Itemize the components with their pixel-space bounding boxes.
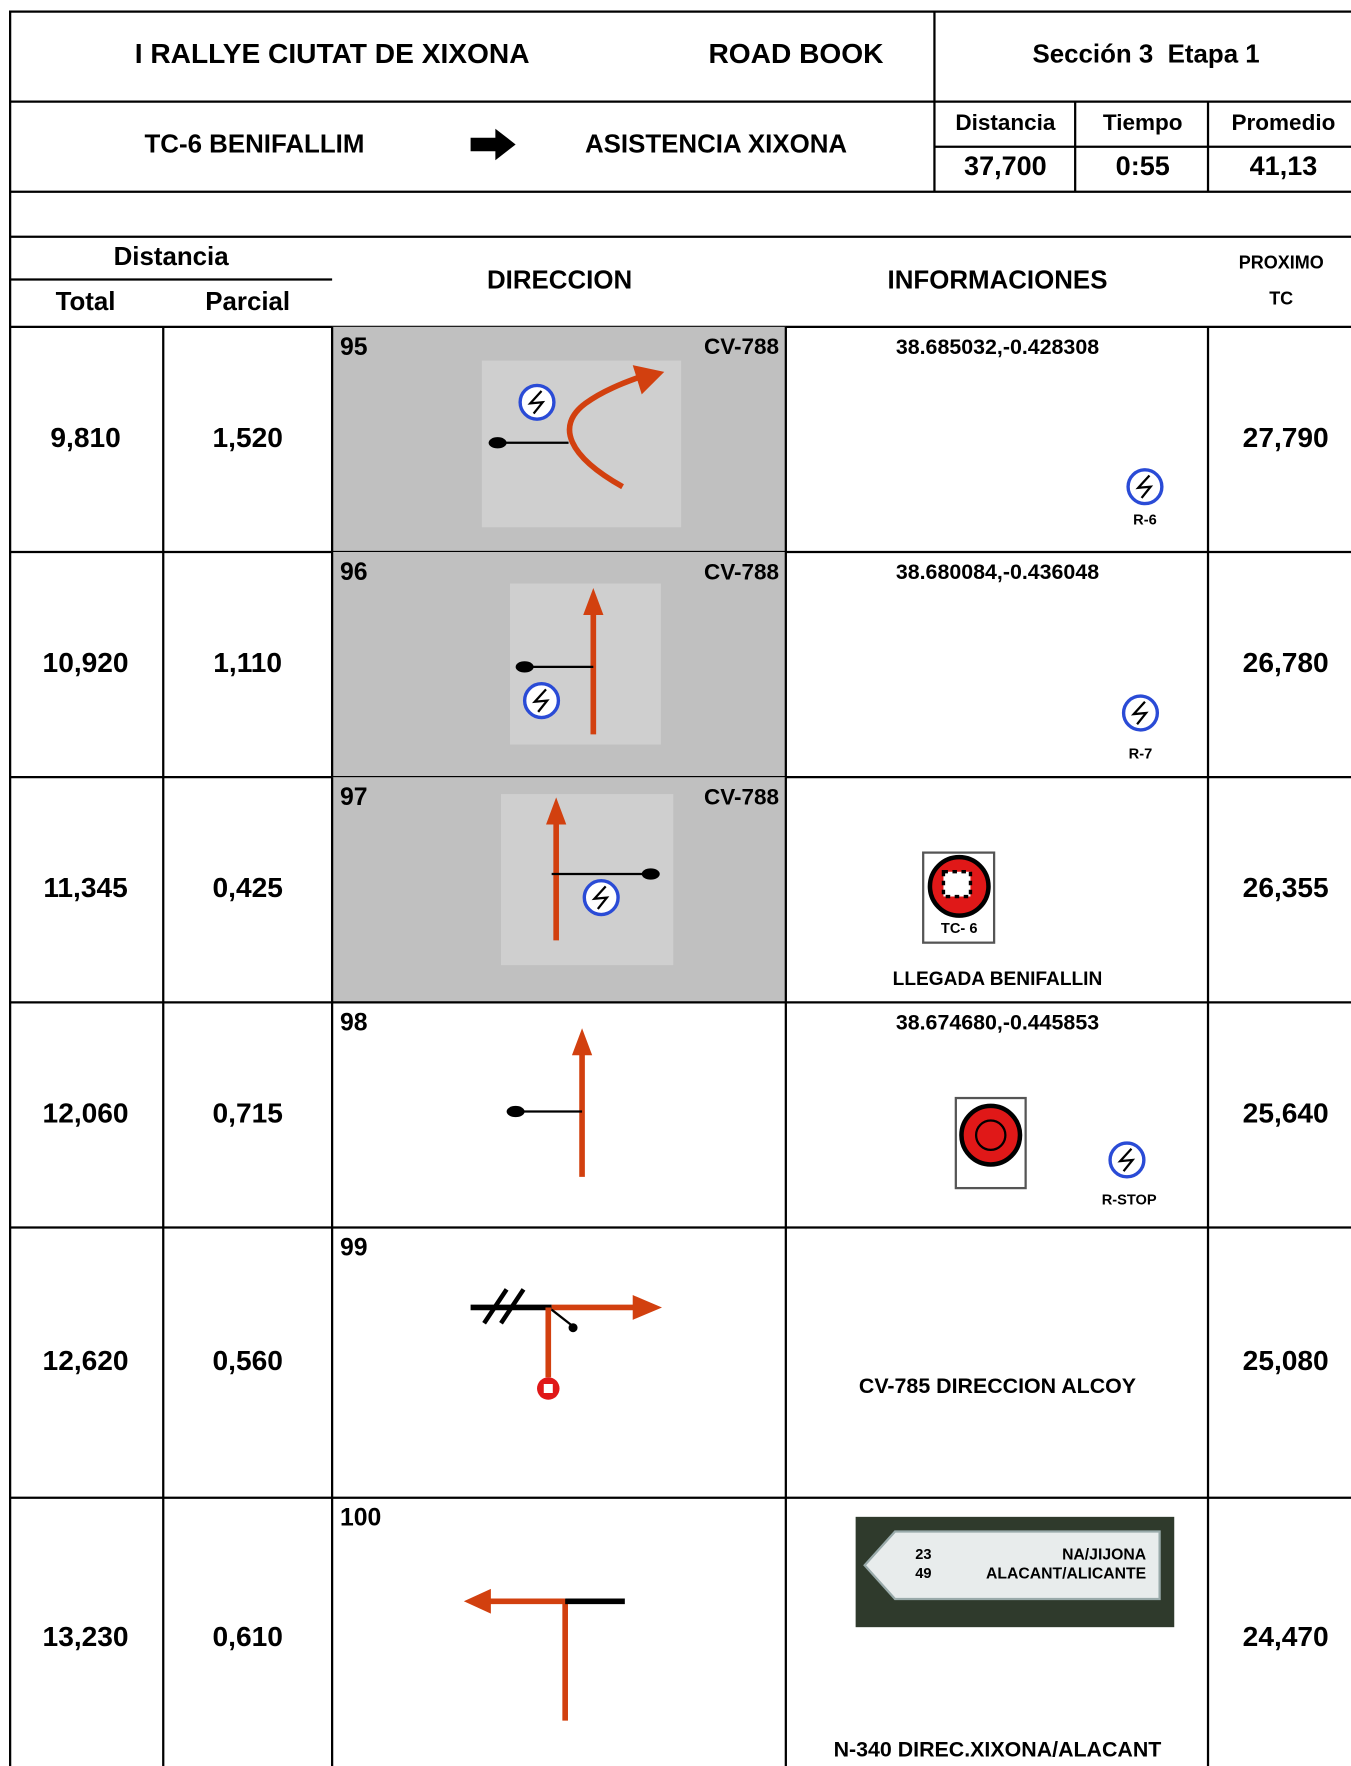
total-distance: 13,230 [43, 1621, 129, 1652]
line [550, 1308, 573, 1327]
route-from: TC-6 BENIFALLIM [144, 130, 364, 158]
note-number: 97 [340, 784, 368, 811]
partial-distance: 0,610 [212, 1621, 282, 1652]
diagram-panel [500, 794, 674, 966]
note-number: 96 [340, 559, 368, 586]
document-type: ROAD BOOK [708, 38, 884, 69]
radar-bolt [1117, 1147, 1136, 1172]
junction-dot [568, 1323, 578, 1333]
stat-label: Distancia [955, 110, 1056, 135]
road-name: CV-788 [704, 785, 779, 810]
title: I RALLYE CIUTAT DE XIXONA [135, 38, 530, 69]
route-arrow [566, 373, 643, 490]
sign-label: R-6 [1133, 512, 1157, 528]
total-distance: 9,810 [50, 422, 120, 453]
arrow-head [632, 1295, 662, 1320]
next-tc: 24,470 [1243, 1621, 1329, 1652]
arrow-head [571, 1028, 593, 1056]
stat-value: 41,13 [1250, 151, 1318, 181]
note-number: 99 [340, 1234, 368, 1261]
junction-dot [506, 1105, 525, 1118]
road-name: CV-788 [704, 559, 779, 584]
partial-distance: 0,560 [212, 1345, 282, 1376]
column-header: INFORMACIONES [888, 267, 1108, 295]
junction-dot [515, 661, 534, 673]
route-to: ASISTENCIA XIXONA [585, 130, 847, 158]
partial-distance: 0,425 [212, 872, 282, 903]
radar-bolt [527, 390, 546, 415]
radar-bolt [591, 885, 610, 910]
coordinates: 38.680084,-0.436048 [896, 560, 1099, 584]
next-tc: 26,355 [1243, 872, 1329, 903]
partial-distance: 1,520 [212, 422, 282, 453]
column-header: Parcial [205, 288, 290, 316]
sign-text: 23 [915, 1547, 931, 1563]
sign-text: ALACANT/ALICANTE [986, 1565, 1146, 1582]
stat-value: 0:55 [1116, 151, 1170, 181]
note-number: 95 [340, 334, 368, 361]
total-distance: 12,620 [43, 1345, 129, 1376]
total-distance: 12,060 [43, 1097, 129, 1128]
column-header: TC [1269, 289, 1293, 309]
note-number: 98 [340, 1009, 368, 1036]
column-header: PROXIMO [1239, 253, 1324, 273]
radar-bolt [1130, 700, 1149, 725]
coordinates: 38.685032,-0.428308 [896, 335, 1099, 359]
partial-distance: 1,110 [213, 647, 282, 678]
diagram-panel [510, 583, 661, 745]
road-sign [863, 1530, 1161, 1601]
info-text: N-340 DIREC.XIXONA/ALACANT [834, 1738, 1162, 1762]
sign-text: NA/JIJONA [1062, 1546, 1146, 1563]
next-tc: 27,790 [1243, 422, 1329, 453]
column-header: Total [56, 288, 116, 316]
arrow-icon [470, 128, 516, 161]
stat-label: Tiempo [1103, 110, 1183, 135]
diagram-panel [481, 360, 682, 528]
note-number: 100 [340, 1505, 381, 1532]
radar-bolt [1135, 474, 1154, 499]
sign-label: R-STOP [1102, 1192, 1157, 1208]
table-frame [9, 10, 1351, 1766]
arrow-head [463, 1588, 491, 1614]
stat-label: Promedio [1232, 110, 1336, 135]
road-name: CV-788 [704, 334, 779, 359]
stop-marker-square [543, 1383, 553, 1394]
coordinates: 38.674680,-0.445853 [896, 1010, 1099, 1034]
next-tc: 26,780 [1243, 647, 1329, 678]
info-text: LLEGADA BENIFALLIN [893, 969, 1103, 990]
arrow-head [632, 365, 665, 395]
arrow-head [583, 588, 604, 616]
outer-border [9, 10, 1351, 1766]
radar-bolt [531, 688, 550, 713]
junction-dot [641, 868, 660, 880]
arrow-head [546, 797, 567, 825]
stop-sign-disc [959, 1103, 1023, 1167]
junction-dot [488, 437, 507, 449]
section: Sección 3 Etapa 1 [1032, 40, 1259, 68]
column-header: Distancia [114, 243, 230, 271]
sign-label: TC- 6 [941, 921, 978, 937]
stop-sign-clock [974, 1119, 1007, 1151]
stat-value: 37,700 [964, 151, 1047, 181]
column-header: DIRECCION [487, 267, 632, 295]
next-tc: 25,080 [1243, 1345, 1329, 1376]
tc-sign-flag [941, 870, 973, 899]
next-tc: 25,640 [1243, 1097, 1329, 1128]
total-distance: 10,920 [43, 647, 129, 678]
rail-marks [482, 1288, 526, 1325]
sign-text: 49 [915, 1566, 931, 1582]
info-text: CV-785 DIRECCION ALCOY [859, 1374, 1136, 1398]
partial-distance: 0,715 [212, 1097, 282, 1128]
total-distance: 11,345 [43, 872, 127, 903]
sign-label: R-7 [1129, 747, 1153, 763]
